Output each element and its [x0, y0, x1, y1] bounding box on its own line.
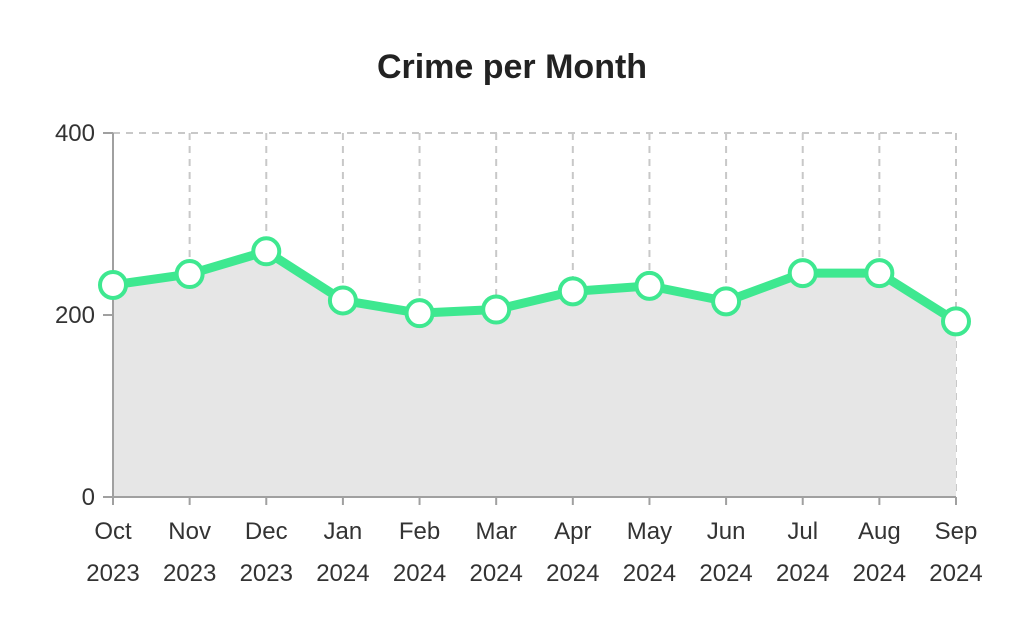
x-axis-ticks: Oct 2023 Nov 2023 Dec 2023 Jan 2024 Feb 2024 Mar 20… [86, 518, 982, 587]
x-tick-label-year: 2023 [240, 560, 293, 587]
x-tick-label-month: Aug [858, 518, 901, 545]
y-tick-label: 0 [82, 484, 95, 511]
axes [103, 132, 957, 505]
y-tick-label: 400 [55, 120, 95, 147]
x-tick-label-month: Jan [324, 518, 363, 545]
data-point [711, 286, 742, 317]
x-tick-label-year: 2024 [853, 560, 906, 587]
x-tick-label-month: Nov [168, 518, 211, 545]
x-tick-label-year: 2024 [316, 560, 369, 587]
data-point [98, 269, 128, 300]
data-point [251, 236, 282, 267]
data-point [327, 285, 358, 316]
x-tick-label-year: 2023 [86, 560, 139, 587]
y-axis-ticks: 0 200 400 [55, 120, 95, 511]
x-tick-label-year: 2024 [393, 560, 446, 587]
x-tick-label-month: Mar [476, 518, 517, 545]
x-tick-label-month: Feb [399, 518, 440, 545]
x-tick-label-month: Jul [787, 518, 818, 545]
x-tick-label-year: 2024 [699, 560, 752, 587]
x-tick-label-month: Jun [707, 518, 746, 545]
x-tick-label-month: Apr [554, 518, 591, 545]
x-tick-label-year: 2024 [546, 560, 599, 587]
data-point [481, 294, 512, 325]
y-tick-label: 200 [55, 302, 95, 329]
data-markers [98, 236, 971, 337]
x-tick-label-month: Dec [245, 518, 288, 545]
data-point [557, 276, 588, 307]
x-tick-label-month: Oct [94, 518, 132, 545]
x-tick-label-year: 2024 [623, 560, 676, 587]
x-tick-label-year: 2024 [929, 560, 982, 587]
x-tick-label-year: 2023 [163, 560, 216, 587]
data-point [634, 270, 665, 301]
x-tick-label-month: Sep [935, 518, 978, 545]
data-point [174, 259, 205, 290]
chart-title: Crime per Month [376, 48, 648, 86]
data-point [941, 306, 971, 337]
data-point [864, 258, 895, 289]
x-tick-label-year: 2024 [776, 560, 829, 587]
data-point [787, 258, 818, 289]
x-tick-label-month: May [627, 518, 672, 545]
x-tick-label-year: 2024 [469, 560, 522, 587]
area-fill [113, 251, 956, 497]
data-point [404, 298, 435, 329]
